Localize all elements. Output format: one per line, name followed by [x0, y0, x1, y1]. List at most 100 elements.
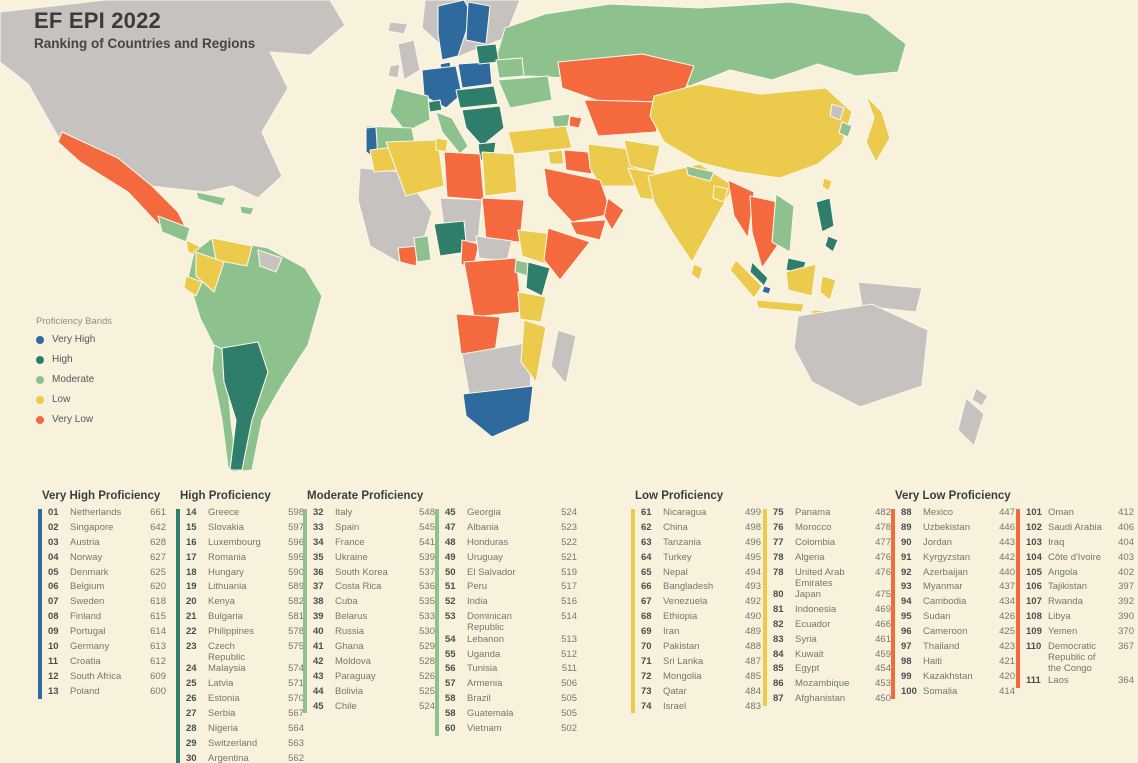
rank-cell: 98 [901, 655, 912, 667]
country-cell: Thailand [923, 641, 960, 653]
score-cell: 574 [288, 663, 304, 675]
region-north-america [0, 0, 346, 199]
table-row: 90 Jordan 443 [901, 537, 1015, 552]
rank-cell: 48 [445, 536, 456, 548]
score-cell: 511 [561, 663, 577, 675]
band-color-bar [891, 509, 895, 699]
score-cell: 581 [288, 611, 304, 623]
table-row: 54 Lebanon 513 [445, 634, 577, 649]
country-cell: Iraq [1048, 536, 1065, 548]
table-row: 109 Yemen 370 [1026, 626, 1134, 641]
rank-cell: 78 [773, 551, 784, 563]
region-dr-congo [463, 257, 523, 318]
legend-item-label: Moderate [52, 374, 95, 385]
table-row: 22 Philippines 578 [186, 626, 304, 641]
score-cell: 390 [1118, 611, 1134, 623]
region-belarus [495, 57, 525, 79]
rank-cell: 50 [445, 566, 456, 578]
score-cell: 446 [999, 521, 1015, 533]
region-libya [443, 151, 485, 201]
rank-cell: 84 [773, 648, 784, 660]
table-row: 84 Kuwait 459 [773, 649, 891, 664]
country-cell: Portugal [70, 626, 106, 638]
region-finland [465, 1, 491, 45]
region-south-africa [462, 385, 534, 438]
rank-cell: 45 [313, 700, 324, 712]
rank-cell: 11 [48, 655, 59, 667]
score-cell: 367 [1118, 641, 1134, 653]
table-row: 63 Tanzania 496 [641, 537, 761, 552]
country-cell: Singapore [70, 521, 114, 533]
rank-cell: 14 [186, 507, 197, 518]
score-cell: 402 [1118, 566, 1134, 578]
region-tanzania [517, 291, 547, 323]
region-syria-levant [547, 149, 565, 165]
rank-cell: 93 [901, 581, 912, 593]
score-cell: 530 [419, 626, 435, 638]
legend-item-label: High [52, 354, 73, 365]
country-cell: Israel [663, 700, 687, 712]
score-cell: 450 [875, 693, 891, 705]
ranking-column-very_high-1: 01 Netherlands 661 02 Singapore 642 03 Austria 6… [38, 507, 166, 701]
region-ecuador [183, 275, 203, 297]
table-row: 58 Guatemala 505 [445, 708, 577, 723]
country-cell: Ukraine [335, 551, 368, 563]
table-row: 83 Syria 461 [773, 634, 891, 649]
ranking-column-moderate-2: 45 Georgia 524 47 Albania 523 48 Honduras 522 49 U… [435, 507, 577, 738]
table-row: 99 Kazakhstan 420 [901, 671, 1015, 686]
region-thailand-laos-cambodia [749, 195, 781, 269]
country-cell: Honduras [467, 536, 509, 548]
score-cell: 488 [745, 641, 761, 653]
country-cell: Russia [335, 626, 365, 638]
rank-cell: 12 [48, 670, 59, 682]
ranking-rows: 75 Panama 482 76 Morocco 478 77 Colombia 477 78 Al… [773, 507, 891, 708]
table-row: 32 Italy 548 [313, 507, 435, 522]
rank-cell: 100 [901, 685, 917, 697]
country-cell: Afghanistan [795, 693, 846, 705]
region-australia [793, 303, 929, 408]
rank-cell: 75 [773, 507, 784, 518]
band-header-high: High Proficiency [180, 490, 271, 502]
table-row: 06 Belgium 620 [48, 581, 166, 596]
country-cell: Uganda [467, 648, 501, 660]
score-cell: 392 [1118, 596, 1134, 608]
country-cell: Lithuania [208, 581, 247, 593]
table-row: 43 Paraguay 526 [313, 671, 435, 686]
score-cell: 442 [999, 551, 1015, 563]
table-row: 38 Cuba 535 [313, 596, 435, 611]
region-new-zealand-north [971, 387, 989, 407]
region-georgia-armenia [551, 113, 571, 128]
score-cell: 477 [875, 536, 891, 548]
score-cell: 425 [999, 626, 1015, 638]
world-map [0, 0, 989, 472]
region-china-mongolia [649, 83, 853, 179]
ranking-rows: 14 Greece 598 15 Slovakia 597 16 Luxembourg 596 1… [186, 507, 304, 763]
region-yemen [569, 219, 607, 241]
rank-cell: 97 [901, 641, 912, 653]
table-row: 81 Indonesia 469 [773, 604, 891, 619]
country-cell: Spain [335, 521, 360, 533]
table-row: 107 Rwanda 392 [1026, 596, 1134, 611]
table-row: 11 Croatia 612 [48, 656, 166, 671]
region-taiwan [821, 177, 833, 192]
country-cell: Myanmar [923, 581, 963, 593]
country-cell: Kazakhstan [923, 670, 973, 682]
table-row: 56 Tunisia 511 [445, 663, 577, 678]
score-cell: 494 [745, 566, 761, 578]
score-cell: 459 [875, 648, 891, 660]
rank-cell: 103 [1026, 536, 1042, 548]
score-cell: 364 [1118, 674, 1134, 686]
rank-cell: 76 [773, 521, 784, 533]
rank-cell: 27 [186, 708, 197, 720]
score-cell: 437 [999, 581, 1015, 593]
table-row: 73 Qatar 484 [641, 686, 761, 701]
score-cell: 563 [288, 737, 304, 749]
region-ukraine [497, 75, 553, 109]
table-row: 26 Estonia 570 [186, 693, 304, 708]
ranking-column-very_low-1: 88 Mexico 447 89 Uzbekistan 446 90 Jordan 443 91 K… [891, 507, 1015, 701]
table-row: 97 Thailand 423 [901, 641, 1015, 656]
country-cell: Moldova [335, 655, 371, 667]
score-cell: 453 [875, 678, 891, 690]
very_high-band-dot-icon [36, 335, 44, 344]
score-cell: 421 [999, 655, 1015, 667]
